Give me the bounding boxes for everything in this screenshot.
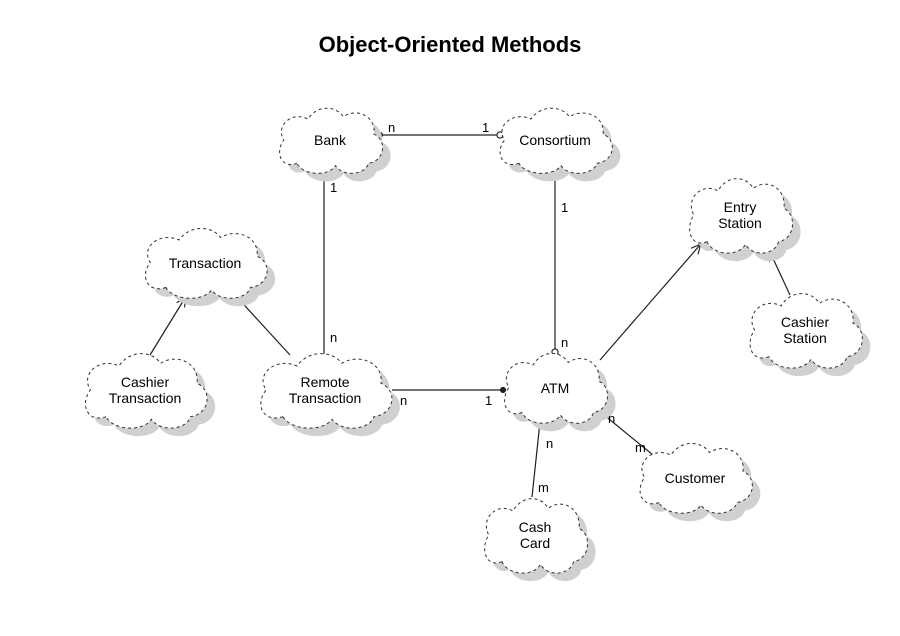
node-transaction: Transaction [140, 225, 270, 300]
node-label-transaction: Transaction [140, 225, 270, 300]
edge-atm-entry_station [600, 245, 700, 360]
node-bank: Bank [275, 105, 385, 175]
node-label-atm: ATM [500, 350, 610, 425]
edge-label: n [400, 393, 407, 408]
edge-label: 1 [330, 180, 337, 195]
node-label-cashier_transaction: Cashier Transaction [80, 350, 210, 430]
node-label-customer: Customer [635, 440, 755, 515]
diagram-title: Object-Oriented Methods [0, 32, 900, 58]
node-cashier_transaction: Cashier Transaction [80, 350, 210, 430]
node-atm: ATM [500, 350, 610, 425]
edge-label: n [546, 436, 553, 451]
node-cashier_station: Cashier Station [745, 290, 865, 370]
node-entry_station: Entry Station [685, 175, 795, 255]
edge-label: 1 [485, 393, 492, 408]
edge-label: m [538, 480, 549, 495]
node-label-cash_card: Cash Card [480, 495, 590, 575]
edge-label: n [561, 335, 568, 350]
node-label-bank: Bank [275, 105, 385, 175]
edge-label: n [608, 411, 615, 426]
node-label-cashier_station: Cashier Station [745, 290, 865, 370]
edge-label: 1 [561, 200, 568, 215]
edge-label: n [330, 330, 337, 345]
node-consortium: Consortium [495, 105, 615, 175]
node-cash_card: Cash Card [480, 495, 590, 575]
node-customer: Customer [635, 440, 755, 515]
node-label-entry_station: Entry Station [685, 175, 795, 255]
node-remote_transaction: Remote Transaction [255, 350, 395, 430]
diagram-canvas: Object-Oriented Methods Bank Consortium En… [0, 0, 900, 636]
node-label-consortium: Consortium [495, 105, 615, 175]
edge-label: 1 [482, 120, 489, 135]
edge-label: n [388, 120, 395, 135]
node-label-remote_transaction: Remote Transaction [255, 350, 395, 430]
edge-label: m [635, 440, 646, 455]
